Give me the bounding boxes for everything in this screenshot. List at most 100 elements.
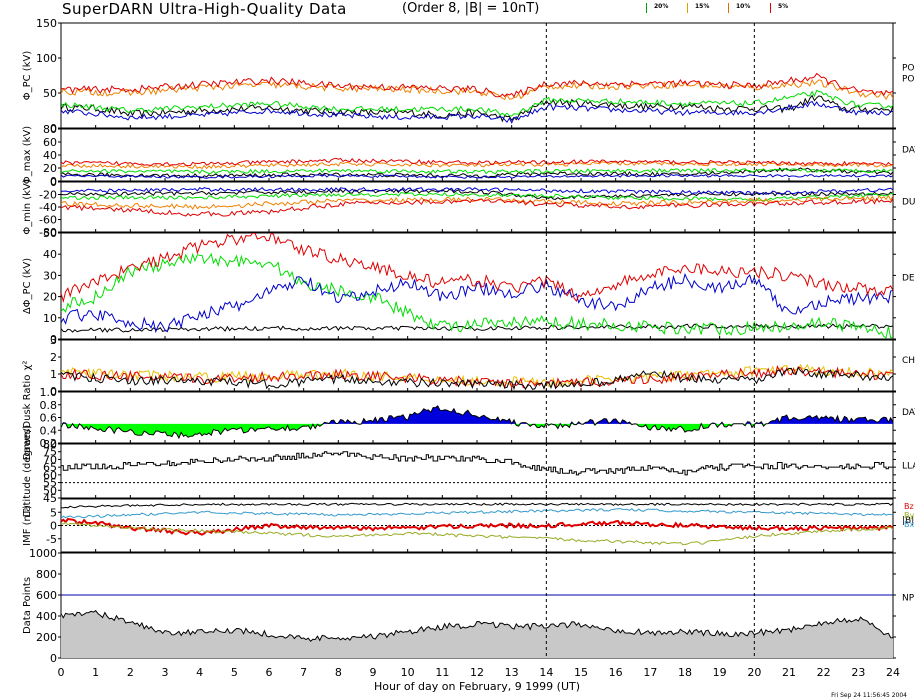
y-axis-label: Φ_max (kV): [22, 126, 33, 184]
y-tick-label: -5: [46, 533, 57, 546]
y-tick-label: 100: [36, 52, 57, 65]
chart-title: SuperDARN Ultra-High-Quality Data: [62, 0, 347, 18]
y-tick-label: 20: [43, 162, 57, 175]
panel-right-label: DAY: [902, 145, 915, 155]
panel-right-label: CH: [902, 356, 915, 366]
panel-right-label: DU: [902, 198, 915, 208]
y-axis-label: Data Points: [22, 577, 33, 634]
series-line-green: [61, 252, 893, 339]
y-tick-label: 40: [43, 149, 57, 162]
series-line-black: [61, 167, 893, 179]
y-tick-label: 30: [43, 269, 57, 282]
x-tick-label: 4: [196, 666, 203, 679]
y-tick-label: 10: [43, 312, 57, 325]
y-axis-label: IMF (nT): [22, 505, 33, 546]
imf-component-label: Bx: [904, 520, 914, 529]
y-tick-label: 20: [43, 291, 57, 304]
y-tick-label: 400: [36, 610, 57, 623]
series-line-blue: [61, 186, 893, 196]
legend-bar-15: [687, 3, 688, 13]
y-tick-label: 0.6: [40, 412, 58, 425]
y-tick-label: 800: [36, 568, 57, 581]
x-tick-label: 5: [231, 666, 238, 679]
y-tick-label: 0.4: [40, 424, 58, 437]
y-tick-label: 0.2: [40, 437, 58, 450]
panel-right-label: DE: [902, 274, 915, 284]
x-tick-label: 14: [539, 666, 553, 679]
y-tick-label: 0: [50, 520, 57, 533]
x-tick-label: 13: [505, 666, 519, 679]
series-fill-points: [61, 610, 893, 658]
series-line-red: [61, 364, 893, 390]
y-axis-label: Φ_min (kV): [22, 179, 33, 234]
panel-frame: [60, 443, 894, 499]
series-line-blue: [61, 100, 893, 124]
y-axis-label: χ²: [22, 361, 33, 371]
panel-right-label: PO: [902, 63, 915, 73]
x-tick-label: 12: [470, 666, 484, 679]
series-line-points: [61, 610, 893, 643]
y-tick-label: 50: [43, 87, 57, 100]
x-tick-label: 11: [435, 666, 449, 679]
series-line-orange: [61, 194, 893, 211]
y-tick-label: 60: [43, 469, 57, 482]
legend-bar-10: [728, 3, 729, 13]
series-line-black: [61, 405, 893, 440]
y-tick-label: -60: [39, 214, 57, 227]
y-tick-label: 70: [43, 453, 57, 466]
x-tick-label: 17: [643, 666, 657, 679]
y-tick-label: 2: [50, 351, 57, 364]
y-tick-label: 0.8: [40, 399, 58, 412]
x-tick-label: 3: [162, 666, 169, 679]
chart-subtitle: (Order 8, |B| = 10nT): [402, 1, 540, 16]
series-line-|B|: [61, 502, 893, 509]
x-tick-label: 15: [574, 666, 588, 679]
timestamp: Fri Sep 24 11:56:45 2004: [831, 692, 907, 699]
y-tick-label: 150: [36, 17, 57, 30]
y-axis-label: Dawn/Dusk Ratio: [22, 375, 33, 461]
y-tick-label: 5: [50, 506, 57, 519]
x-tick-label: 7: [300, 666, 307, 679]
panel-points: 0 200 400 600 800 1000 Data Points NP: [22, 547, 915, 665]
y-tick-label: -20: [39, 189, 57, 202]
y-tick-label: 60: [43, 136, 57, 149]
series-line-red: [61, 233, 893, 304]
x-tick-label: 22: [817, 666, 831, 679]
legend-bar-20: [646, 3, 647, 13]
y-tick-label: 40: [43, 248, 57, 261]
y-tick-label: 55: [43, 477, 57, 490]
legend-label-5: 5%: [778, 3, 789, 10]
x-tick-label: 2: [127, 666, 134, 679]
y-tick-label: 0: [50, 652, 57, 665]
imf-component-label: Bz: [904, 502, 914, 511]
series-line-black: [61, 323, 893, 333]
y-tick-label: 0: [50, 122, 57, 135]
y-tick-label: 75: [43, 446, 57, 459]
series-line-green: [61, 167, 893, 175]
x-tick-label: 9: [370, 666, 377, 679]
panel-right-label: |B|: [902, 516, 914, 526]
panel-right-label: LLA: [902, 461, 915, 471]
series-line-red: [61, 157, 893, 167]
series-line-blue: [61, 272, 893, 334]
x-tick-label: 21: [782, 666, 796, 679]
series-line-orange: [61, 78, 893, 101]
x-tick-label: 20: [747, 666, 761, 679]
y-tick-label: 80: [43, 438, 57, 451]
y-tick-label: 50: [43, 484, 57, 497]
dusk-fill: [61, 423, 893, 438]
y-tick-label: 200: [36, 631, 57, 644]
x-tick-label: 8: [335, 666, 342, 679]
y-tick-label: 50: [43, 227, 57, 240]
y-axis-label: Latitude (degrees): [22, 425, 33, 517]
x-tick-label: 16: [609, 666, 623, 679]
panel-ratio: 0.20.40.60.81.0 Dawn/Dusk Ratio DAY: [22, 375, 915, 461]
y-tick-label: 0: [50, 176, 57, 189]
y-tick-label: 600: [36, 589, 57, 602]
legend-label-20: 20%: [654, 3, 669, 10]
y-tick-label: 1.0: [40, 386, 58, 399]
